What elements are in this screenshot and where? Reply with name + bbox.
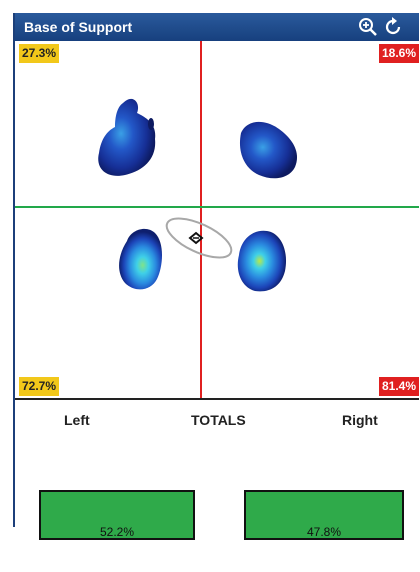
totals-label: TOTALS xyxy=(191,412,246,428)
left-column-label: Left xyxy=(64,412,90,428)
right-column-label: Right xyxy=(342,412,378,428)
left-total-bar: 52.2% xyxy=(39,490,195,540)
refresh-icon[interactable] xyxy=(383,16,405,38)
center-of-pressure-marker xyxy=(188,231,204,245)
quadrant-bottom-left-value: 72.7% xyxy=(19,377,60,396)
right-total-value: 47.8% xyxy=(306,525,342,539)
right-total-bar: 47.8% xyxy=(244,490,404,540)
panel-titlebar: Base of Support xyxy=(15,13,419,41)
pressure-blob-front-right xyxy=(239,121,298,179)
base-of-support-panel: Base of Support xyxy=(13,13,419,540)
pressure-blob-rear-left xyxy=(119,228,162,290)
left-total-value: 52.2% xyxy=(99,525,135,539)
quadrant-top-left-value: 27.3% xyxy=(19,44,60,63)
quadrant-top-right-value: 18.6% xyxy=(378,44,419,63)
pressure-map[interactable]: 27.3% 18.6% 72.7% 81.4% xyxy=(15,41,419,400)
pressure-blob-front-left-spot xyxy=(148,118,154,130)
sway-ellipse xyxy=(165,217,233,259)
quadrant-bottom-right-value: 81.4% xyxy=(378,377,419,396)
zoom-in-icon[interactable] xyxy=(357,16,379,38)
pressure-blob-rear-right xyxy=(237,230,287,292)
panel-title: Base of Support xyxy=(24,19,133,35)
pressure-map-canvas xyxy=(15,41,419,398)
totals-section: Left TOTALS Right 52.2% 47.8% xyxy=(15,400,419,540)
pressure-blob-front-left xyxy=(98,98,156,176)
